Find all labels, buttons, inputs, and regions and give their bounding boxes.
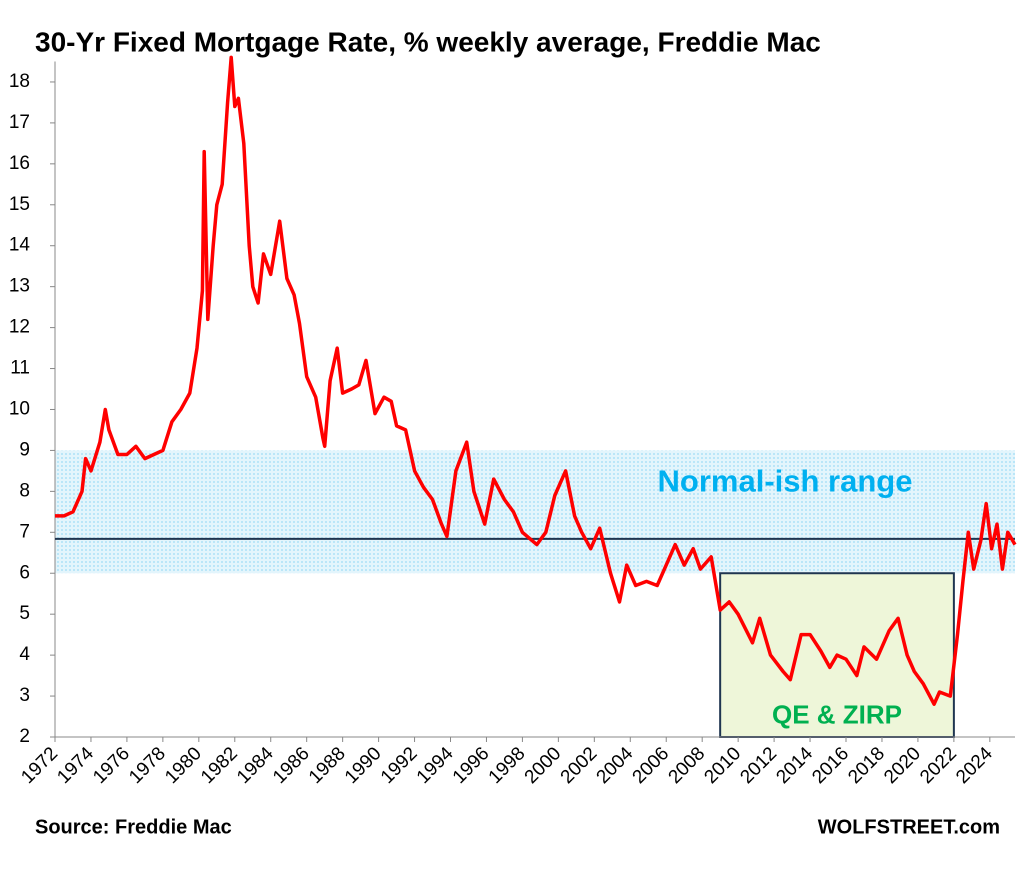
y-tick-label: 18 [9,71,30,92]
x-tick-label: 1980 [161,743,206,788]
chart-title: 30-Yr Fixed Mortgage Rate, % weekly aver… [35,26,821,57]
y-tick-label: 11 [10,358,30,379]
y-tick-label: 16 [9,153,30,174]
x-tick-label: 1988 [305,743,350,788]
x-tick-label: 2010 [700,743,745,788]
y-tick-label: 8 [19,480,30,501]
x-tick-label: 2000 [521,743,566,788]
x-tick-label: 1990 [341,743,386,788]
y-tick-label: 14 [9,235,31,256]
source: Source: Freddie Mac [35,816,232,838]
x-tick-label: 2002 [557,743,602,788]
credit: WOLFSTREET.com [818,816,1000,838]
y-tick-label: 17 [9,112,30,133]
x-tick-label: 2024 [952,743,997,788]
x-tick-label: 1982 [197,743,242,788]
box-label: QE & ZIRP [772,699,902,729]
x-tick-label: 2004 [593,743,638,788]
x-tick-label: 2008 [665,743,710,788]
y-tick-label: 3 [19,685,30,706]
x-tick-label: 2022 [916,743,961,788]
x-tick-label: 2020 [880,743,925,788]
x-tick-label: 2016 [808,743,853,788]
x-tick-label: 1992 [377,743,422,788]
x-tick-label: 1978 [125,743,170,788]
x-tick-label: 1976 [89,743,134,788]
y-tick-label: 12 [9,317,30,338]
normal-range-band [55,450,1015,574]
x-tick-label: 1994 [413,743,458,788]
x-tick-label: 2014 [772,743,817,788]
x-tick-label: 1984 [233,743,278,788]
x-tick-label: 1998 [485,743,530,788]
y-tick-label: 4 [19,644,30,665]
x-tick-label: 2006 [629,743,674,788]
band-label: Normal-ish range [658,463,913,498]
y-tick-label: 9 [19,439,30,460]
y-tick-label: 10 [9,398,30,419]
y-tick-label: 7 [19,521,30,542]
x-tick-label: 1996 [449,743,494,788]
x-tick-label: 1986 [269,743,314,788]
x-tick-label: 1972 [17,743,62,788]
rate-line [55,55,1017,706]
x-tick-label: 2018 [844,743,889,788]
y-tick-label: 6 [19,562,30,583]
y-tick-label: 2 [19,726,30,747]
y-tick-label: 15 [9,194,30,215]
y-tick-label: 5 [19,603,30,624]
x-tick-label: 1974 [53,743,98,788]
y-tick-label: 13 [9,276,30,297]
x-tick-label: 2012 [736,743,781,788]
